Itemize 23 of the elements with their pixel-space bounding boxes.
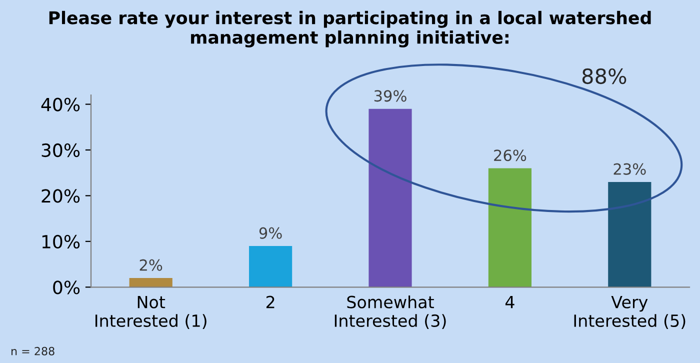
y-tick-label: 0%	[53, 280, 80, 294]
text: n = 288	[12, 346, 54, 356]
bar	[249, 246, 292, 288]
data-label: 9%	[259, 227, 282, 239]
bar	[129, 278, 172, 288]
x-tick-label: 2	[266, 296, 274, 308]
data-label: 39%	[374, 90, 406, 102]
y-tick-label: 10%	[42, 234, 80, 249]
bar	[368, 108, 412, 288]
y-tick-label: 40%	[41, 98, 80, 112]
data-label: 26%	[494, 150, 526, 162]
bar	[608, 182, 652, 288]
x-tick-label: Very Interested (5)	[574, 296, 686, 329]
y-tick-label: 30%	[42, 143, 80, 158]
bar	[488, 168, 532, 288]
chart-title: Please rate your interest in participating in a local watershed management planning initiative:	[49, 10, 651, 48]
x-tick-label: 4	[505, 296, 514, 308]
x-tick-label: Somewhat Interested (3)	[334, 295, 446, 329]
text: 88%	[582, 68, 626, 84]
y-tick-label: 20%	[42, 189, 80, 203]
data-label: 2%	[140, 259, 162, 271]
data-label: 23%	[614, 163, 646, 175]
x-tick-label: Not Interested (1)	[96, 296, 206, 329]
